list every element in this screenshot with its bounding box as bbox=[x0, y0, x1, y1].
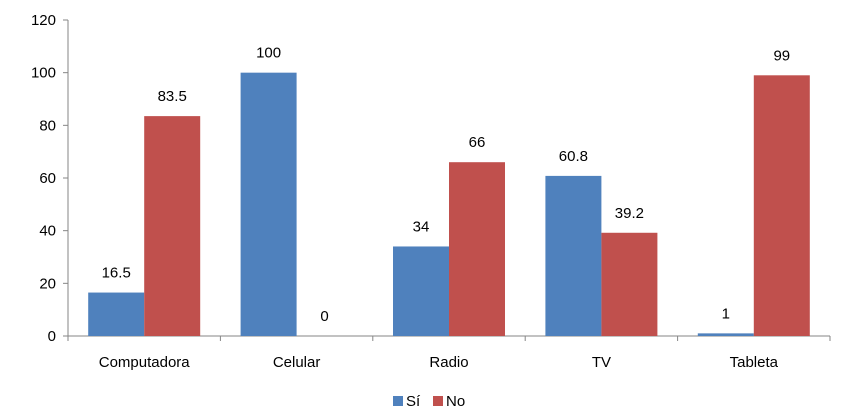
legend-swatch bbox=[433, 396, 443, 406]
bar-si bbox=[240, 72, 297, 337]
data-label: 60.8 bbox=[559, 148, 588, 165]
data-label: 0 bbox=[320, 308, 328, 325]
bar-no bbox=[144, 116, 201, 336]
bar-si bbox=[697, 333, 754, 336]
y-tick-label: 80 bbox=[39, 117, 56, 134]
data-label: 39.2 bbox=[615, 205, 644, 222]
y-tick-label: 0 bbox=[48, 328, 56, 345]
x-tick-label: Tableta bbox=[730, 354, 779, 371]
legend-swatch bbox=[393, 396, 403, 406]
data-label: 1 bbox=[722, 305, 730, 322]
y-tick-label: 60 bbox=[39, 170, 56, 187]
bar-no bbox=[753, 75, 810, 337]
data-label: 100 bbox=[256, 45, 281, 62]
data-label: 99 bbox=[773, 47, 790, 64]
data-labels: 16.5 100 34 60.8 1 83.5 0 66 39.2 99 bbox=[102, 45, 791, 325]
bar-si bbox=[88, 292, 145, 336]
x-tick-label: Celular bbox=[273, 354, 321, 371]
y-tick-label: 100 bbox=[31, 65, 56, 82]
legend-label: No bbox=[446, 393, 465, 410]
x-tick-label: TV bbox=[592, 354, 611, 371]
bar-si bbox=[545, 175, 602, 336]
legend-label: Sí bbox=[406, 393, 421, 410]
legend: Sí No bbox=[393, 393, 465, 410]
x-tick-label: Radio bbox=[429, 354, 468, 371]
y-tick-label: 120 bbox=[31, 12, 56, 29]
bar-no bbox=[449, 162, 505, 336]
bar-no bbox=[601, 232, 658, 336]
data-label: 83.5 bbox=[158, 88, 187, 105]
y-tick-label: 40 bbox=[39, 223, 56, 240]
y-tick-label: 20 bbox=[39, 275, 56, 292]
x-tick-label: Computadora bbox=[99, 354, 191, 371]
data-label: 34 bbox=[413, 218, 430, 235]
bars bbox=[88, 72, 810, 337]
y-axis: 0 20 40 60 80 100 120 bbox=[31, 12, 69, 345]
data-label: 66 bbox=[469, 134, 486, 151]
bar-si bbox=[393, 246, 449, 336]
x-axis: Computadora Celular Radio TV Tableta bbox=[67, 335, 831, 371]
data-label: 16.5 bbox=[102, 265, 131, 282]
